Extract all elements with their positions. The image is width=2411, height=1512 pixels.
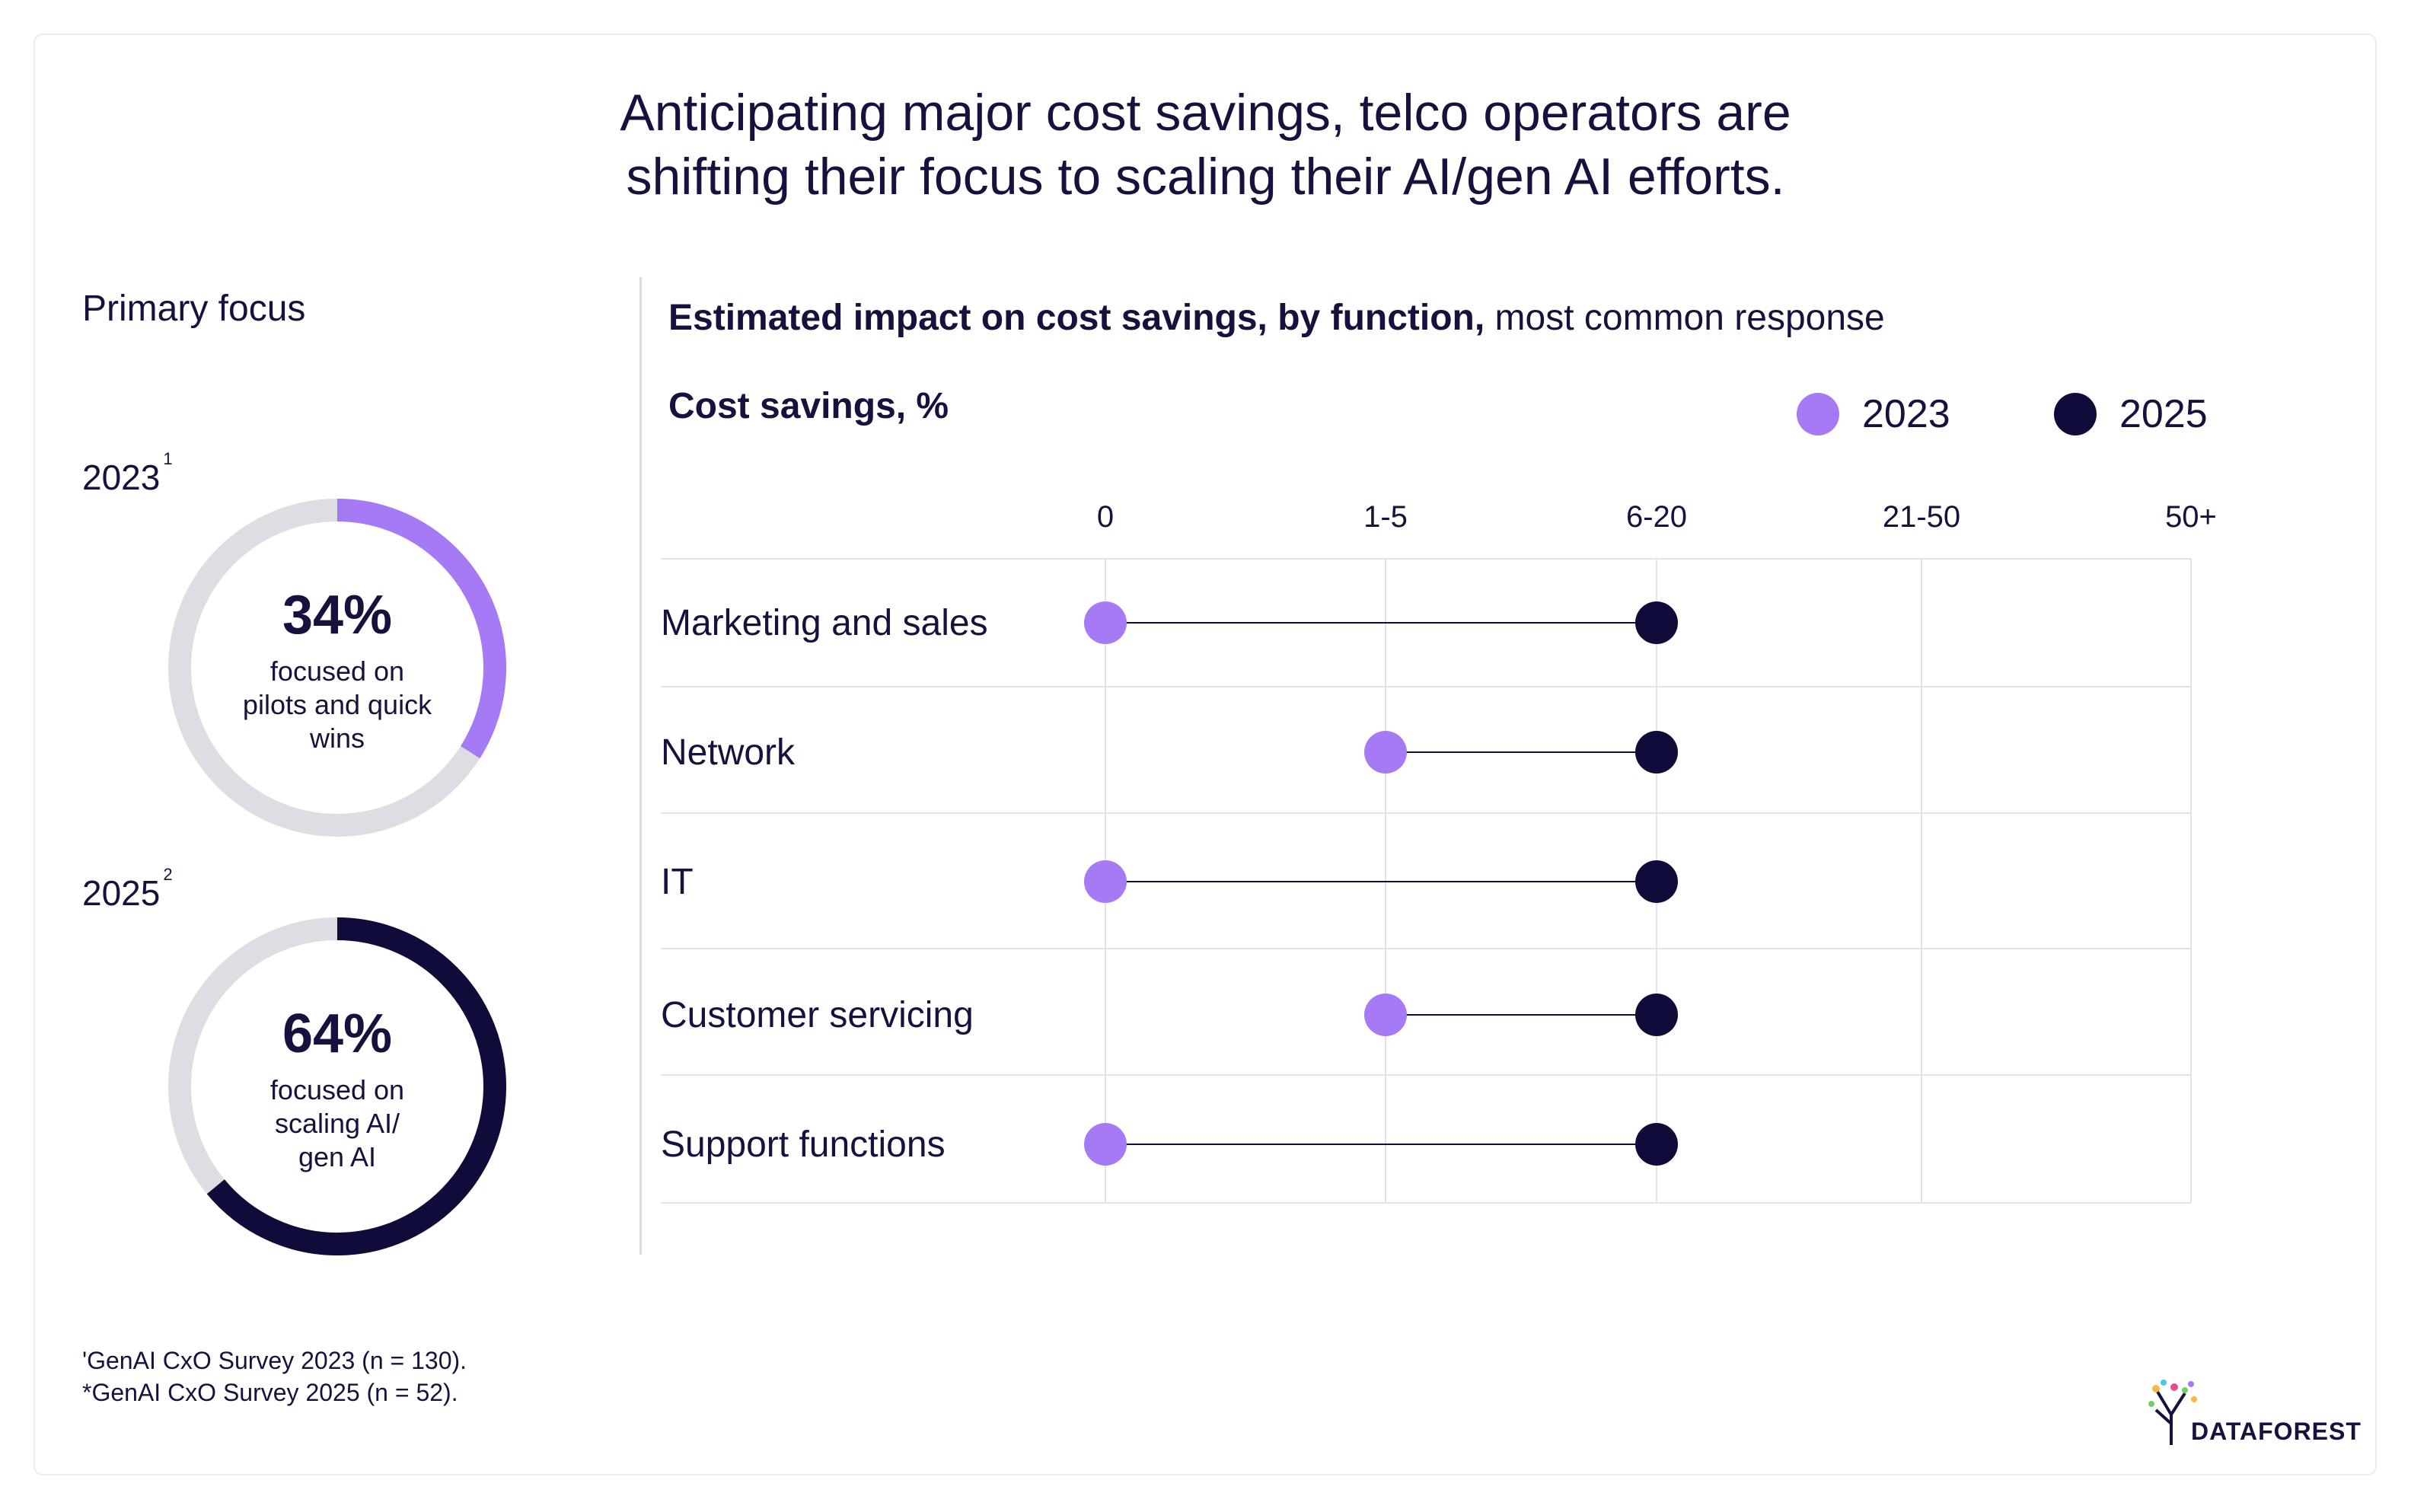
donut-2023-desc-line-1: focused on — [269, 656, 405, 687]
year-2025-text: 2025 — [82, 873, 161, 913]
footnote-1: 'GenAI CxO Survey 2023 (n = 130). — [82, 1347, 467, 1374]
legend-item-2023: 2023 — [1797, 391, 1950, 437]
donut-2023-percent: 34% — [282, 585, 393, 646]
year-label-2025: 2025 2 — [82, 865, 173, 914]
chart-ylabel: Cost savings, % — [668, 386, 949, 426]
row-label-4: Support functions — [661, 1124, 946, 1165]
year-label-2023: 2023 1 — [82, 449, 173, 498]
donut-2023-desc-line-3: wins — [309, 723, 365, 754]
panel-divider — [639, 277, 642, 1255]
legend-label-2023: 2023 — [1862, 392, 1950, 436]
card-frame — [33, 33, 2377, 1475]
legend-dot-2025 — [2054, 393, 2097, 435]
footnote-mark-2: 2 — [163, 865, 173, 884]
row-label-3: Customer servicing — [661, 995, 974, 1035]
x-tick-label-4: 50+ — [2165, 500, 2217, 534]
donut-2023-desc-line-2: pilots and quick — [242, 689, 432, 720]
footnote-2: *GenAI CxO Survey 2025 (n = 52). — [82, 1379, 458, 1406]
point-2023-0 — [1084, 601, 1127, 644]
chart-subtitle-regular: most common response — [1485, 298, 1885, 338]
point-2025-3 — [1635, 994, 1678, 1036]
dataforest-logo-icon — [2148, 1380, 2197, 1445]
donut-2025 — [168, 917, 506, 1255]
title-line-1: Anticipating major cost savings, telco o… — [620, 84, 1791, 142]
x-tick-label-3: 21-50 — [1883, 500, 1960, 534]
point-2025-1 — [1635, 731, 1678, 774]
donut-2023 — [168, 499, 506, 837]
footnote-mark-1: 1 — [163, 449, 173, 468]
legend-dot-2023 — [1797, 393, 1839, 435]
primary-focus-heading: Primary focus — [82, 289, 306, 329]
point-2025-2 — [1635, 860, 1678, 903]
chart-subtitle-bold: Estimated impact on cost savings, by fun… — [668, 298, 1485, 338]
donut-2023-value — [168, 499, 506, 837]
point-2023-2 — [1084, 860, 1127, 903]
point-2025-0 — [1635, 601, 1678, 644]
row-label-1: Network — [661, 732, 796, 773]
row-label-2: IT — [661, 862, 694, 902]
donut-2023-desc: focused on pilots and quick wins — [157, 655, 518, 755]
page-title: Anticipating major cost savings, telco o… — [0, 81, 2411, 209]
title-line-2: shifting their focus to scaling their AI… — [626, 148, 1785, 206]
donut-2025-desc-line-2: scaling AI/ — [274, 1108, 400, 1139]
legend-label-2025: 2025 — [2119, 392, 2208, 436]
x-tick-label-2: 6-20 — [1626, 500, 1687, 534]
footnotes: 'GenAI CxO Survey 2023 (n = 130). *GenAI… — [82, 1345, 467, 1408]
row-label-0: Marketing and sales — [661, 603, 988, 643]
donut-2025-desc-line-3: gen AI — [298, 1141, 377, 1172]
point-2025-4 — [1635, 1123, 1678, 1166]
logo-text: DATAFOREST — [2191, 1418, 2362, 1445]
donut-2025-desc: focused on scaling AI/ gen AI — [157, 1073, 518, 1174]
point-2023-4 — [1084, 1123, 1127, 1166]
donut-2025-desc-line-1: focused on — [269, 1074, 405, 1105]
donut-2025-value — [168, 917, 506, 1255]
point-2023-3 — [1364, 994, 1407, 1036]
point-2023-1 — [1364, 731, 1407, 774]
donut-2023-text: 34% focused on pilots and quick wins — [157, 583, 518, 755]
x-tick-label-0: 0 — [1097, 500, 1114, 534]
chart-subtitle: Estimated impact on cost savings, by fun… — [668, 297, 1885, 339]
legend-item-2025: 2025 — [2054, 391, 2208, 437]
donut-2025-text: 64% focused on scaling AI/ gen AI — [157, 1002, 518, 1174]
donut-2025-percent: 64% — [282, 1003, 393, 1064]
x-tick-label-1: 1-5 — [1363, 500, 1408, 534]
year-2023-text: 2023 — [82, 458, 161, 497]
